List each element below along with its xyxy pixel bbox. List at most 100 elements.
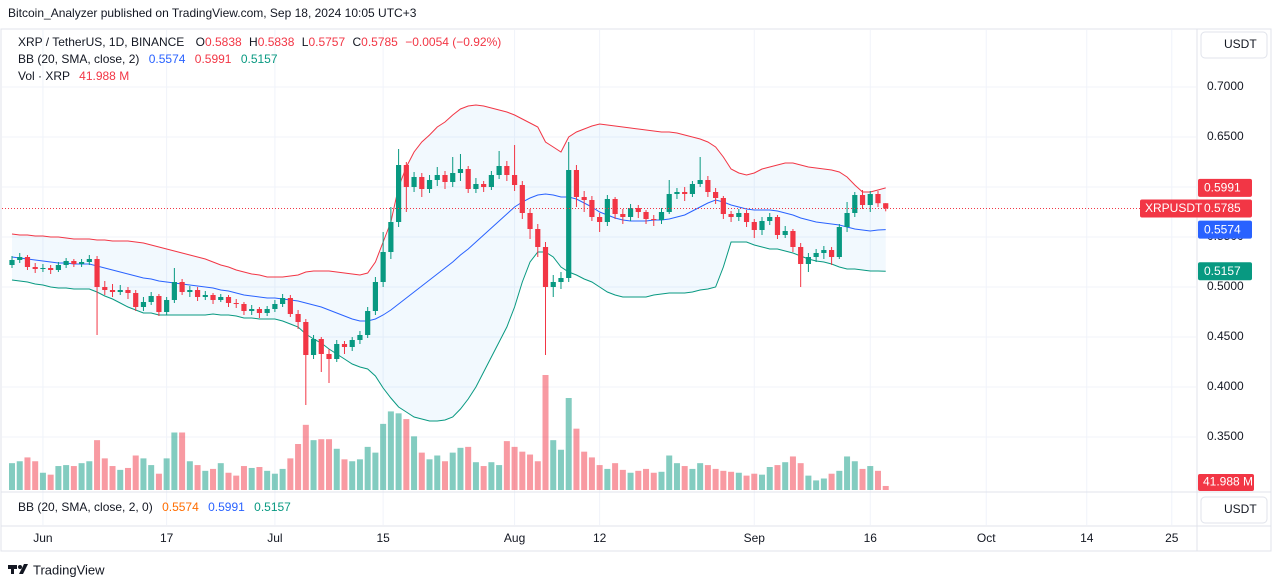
volume-bar: [542, 375, 549, 490]
volume-bar: [16, 461, 23, 490]
volume-bar: [9, 463, 15, 490]
volume-bar: [643, 468, 650, 490]
volume-bar: [588, 457, 595, 490]
volume-bar: [650, 472, 657, 490]
volume-bar: [101, 458, 108, 490]
lower-pane-name: BB (20, SMA, close, 2, 0): [18, 500, 153, 514]
candle-body: [55, 265, 61, 270]
candle-body: [852, 195, 858, 213]
candle-body: [798, 247, 804, 264]
bb-lower-value: 0.5157: [241, 52, 278, 66]
candle-body: [318, 339, 324, 354]
currency-label[interactable]: USDT: [1224, 37, 1257, 51]
candle-body: [635, 208, 641, 212]
x-tick-label: 17: [160, 531, 174, 545]
currency-button[interactable]: [1200, 31, 1268, 59]
bb-name: BB (20, SMA, close, 2): [18, 52, 139, 66]
x-tick-label: 14: [1080, 531, 1094, 545]
x-tick-label: 15: [376, 531, 390, 545]
candle-body: [295, 314, 301, 322]
volume-bar: [109, 466, 116, 490]
volume-bar: [836, 470, 843, 490]
candle-body: [558, 278, 564, 282]
volume-bar: [565, 398, 572, 490]
volume-bar: [557, 449, 564, 490]
bb-upper-line: [11, 104, 886, 278]
x-tick-label: 12: [593, 531, 607, 545]
y-tick-label: 0.5000: [1207, 279, 1244, 293]
volume-bar: [496, 465, 503, 490]
volume-bar: [24, 457, 31, 490]
bb-basis-value: 0.5574: [149, 52, 186, 66]
volume-bar: [179, 432, 186, 490]
y-tick-label: 0.4500: [1207, 329, 1244, 343]
candle-body: [450, 173, 456, 182]
x-tick-label: Oct: [977, 531, 996, 545]
candle-body: [171, 282, 177, 300]
x-tick-label: Jul: [267, 531, 282, 545]
volume-bar: [333, 448, 340, 490]
volume-bar: [759, 474, 766, 490]
y-tick-label: 0.3500: [1207, 429, 1244, 443]
candle-body: [140, 302, 147, 307]
volume-bar: [743, 475, 750, 490]
volume-bar: [472, 462, 479, 490]
x-tick-label: Sep: [744, 531, 766, 545]
volume-bar: [728, 471, 735, 490]
volume-bar: [210, 468, 217, 490]
currency-label[interactable]: USDT: [1224, 502, 1257, 516]
volume-bar: [310, 440, 317, 490]
x-tick-label: 16: [864, 531, 878, 545]
lower-pane-lower: 0.5157: [254, 500, 291, 514]
candle-body: [249, 309, 255, 311]
candle-body: [612, 199, 618, 214]
symbol-tag-bg: [1140, 199, 1252, 218]
candle-body: [357, 335, 363, 340]
lower-pane-legend: BB (20, SMA, close, 2, 0) 0.5574 0.5991 …: [18, 500, 291, 514]
volume-bar: [155, 473, 162, 490]
candle-body: [767, 217, 773, 221]
volume-bar: [813, 480, 820, 490]
volume-bar: [132, 455, 139, 490]
candle-body: [705, 180, 711, 192]
candle-body: [743, 213, 750, 222]
volume-tag: 41.988 M: [1203, 475, 1253, 489]
candle-body: [511, 175, 518, 185]
volume-bar: [681, 466, 688, 490]
symbol-title: XRP / TetherUS, 1D, BINANCE: [18, 35, 184, 49]
candle-body: [109, 290, 116, 292]
volume-bar: [627, 472, 634, 490]
volume-bar: [271, 473, 278, 490]
volume-bar: [411, 436, 418, 490]
candle-body: [782, 231, 788, 235]
volume-bar: [63, 465, 70, 490]
candle-body: [194, 290, 201, 297]
candle-body: [736, 213, 742, 217]
candle-body: [419, 177, 425, 189]
y-tick-label: 0.7000: [1207, 79, 1244, 93]
volume-bar: [851, 461, 858, 490]
candle-body: [813, 253, 819, 257]
volume-bar: [341, 459, 348, 490]
candle-body: [187, 290, 193, 292]
volume-bar: [480, 466, 487, 490]
volume-bar: [434, 455, 441, 490]
axes: 0.35000.40000.45000.50000.55000.60000.65…: [33, 79, 1254, 545]
symbol-tag: XRPUSDT: [1145, 201, 1203, 215]
volume-bar: [867, 466, 874, 490]
candle-body: [403, 165, 409, 187]
bb-lower-tag-bg: [1198, 262, 1252, 281]
candle-body: [164, 300, 170, 312]
currency-button[interactable]: [1200, 496, 1268, 524]
volume-bar: [418, 452, 425, 490]
bb-basis-line: [11, 193, 886, 322]
candle-body: [604, 199, 610, 222]
legend-change: −0.0054 (−0.92%): [405, 35, 501, 49]
volume-bar: [619, 469, 626, 490]
candle-body: [102, 287, 108, 290]
volume-bar: [356, 459, 363, 490]
candle-body: [589, 200, 595, 217]
brand: TradingView: [33, 562, 105, 577]
bb-lower-line: [11, 241, 886, 422]
candle-body: [334, 344, 340, 359]
